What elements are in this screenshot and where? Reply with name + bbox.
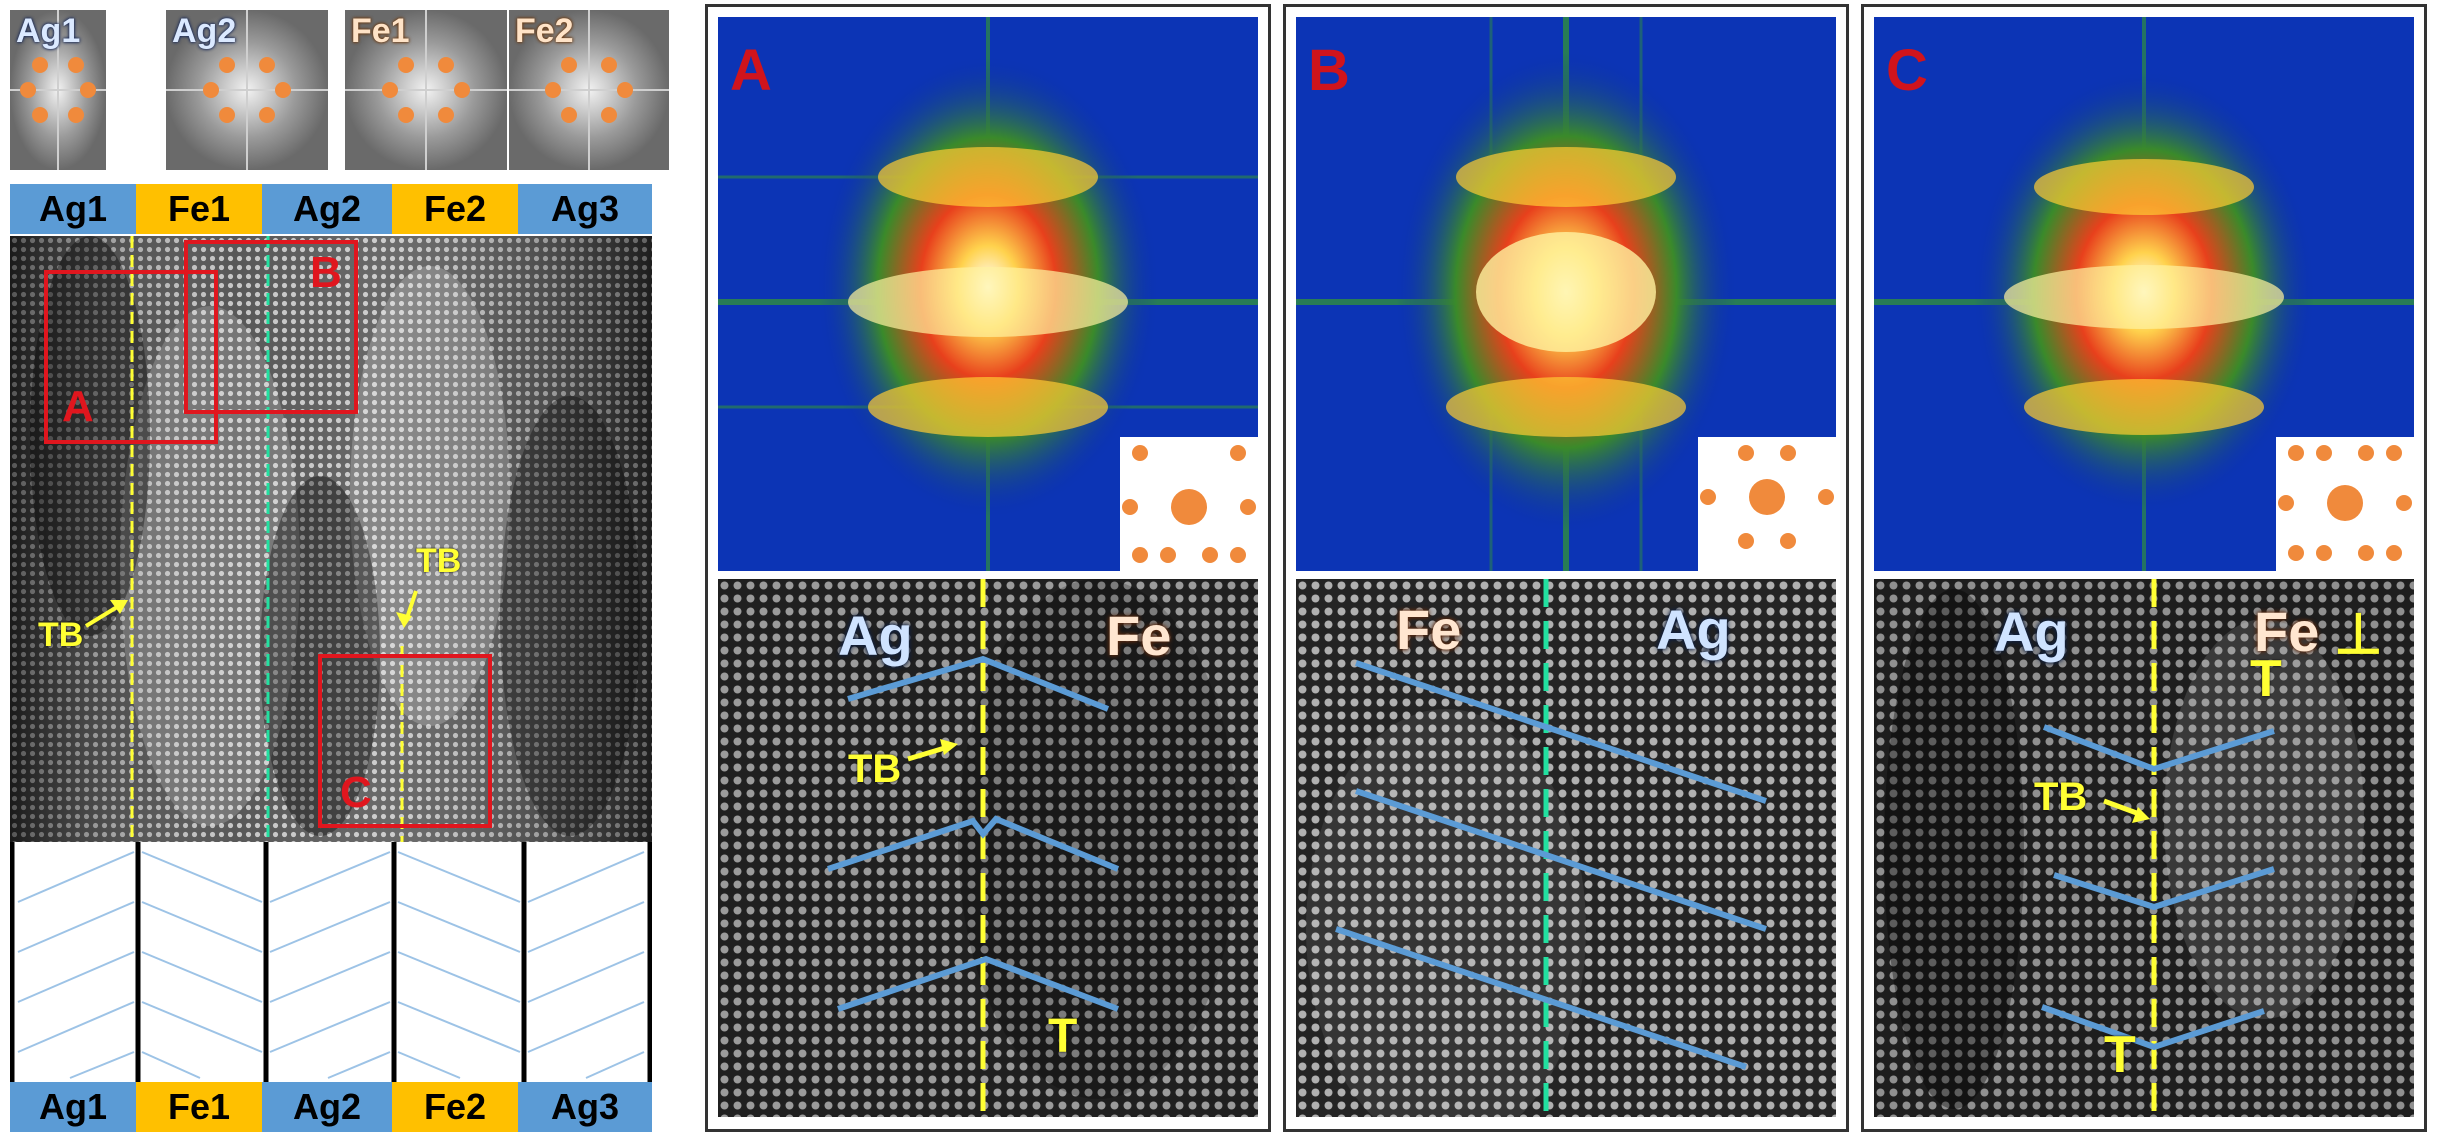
overview-tb-label-left: TB bbox=[38, 616, 84, 654]
layer-cell-ag1: Ag1 bbox=[10, 184, 136, 234]
layer-cell-fe1: Fe1 bbox=[136, 184, 262, 234]
fft-label: Ag1 bbox=[16, 12, 81, 50]
diffraction-inset-c bbox=[2276, 437, 2414, 571]
panel-b: B Fe Ag bbox=[1283, 4, 1849, 1132]
layer-cell-fe2: Fe2 bbox=[392, 1082, 518, 1132]
fft-pattern-icon bbox=[10, 10, 106, 170]
hrtem-image-b: Fe Ag bbox=[1296, 579, 1836, 1117]
fft-thumbnail-fe1: Fe1 bbox=[345, 10, 507, 170]
tb-label: TB bbox=[2034, 775, 2088, 819]
fringe-schematic bbox=[9, 842, 653, 1082]
diffraction-inset-b bbox=[1698, 437, 1836, 571]
tb-label: TB bbox=[848, 747, 902, 791]
overview-micrograph bbox=[10, 236, 652, 842]
overview-box-a-label: A bbox=[62, 382, 94, 431]
diffraction-spots-icon bbox=[1122, 445, 1256, 563]
diffraction-spots-icon bbox=[2278, 445, 2412, 561]
fft-color-map-c: C bbox=[1874, 17, 2414, 571]
fft-color-map bbox=[718, 17, 1258, 571]
fft-thumbnail-fe2: Fe2 bbox=[509, 10, 669, 170]
panel-c: C Ag Fe ⊥ TB T T bbox=[1861, 4, 2427, 1132]
layer-label-right: Fe bbox=[1106, 604, 1172, 667]
dislocation-symbol-top: T bbox=[2250, 650, 2282, 708]
diffraction-spots-icon bbox=[1700, 445, 1834, 549]
layer-bar-bottom: Ag1 Fe1 Ag2 Fe2 Ag3 bbox=[10, 1082, 652, 1132]
layer-cell-ag3: Ag3 bbox=[518, 1082, 652, 1132]
dislocation-symbol: T bbox=[1048, 1010, 1078, 1063]
dislocation-symbol-bottom: T bbox=[2104, 1026, 2136, 1084]
fft-color-map bbox=[1296, 17, 1836, 571]
overview-box-c-label: C bbox=[340, 768, 372, 817]
layer-cell-ag2: Ag2 bbox=[262, 1082, 392, 1132]
fft-label: Fe2 bbox=[515, 12, 574, 50]
overview-hrtem-image: A B C TB TB bbox=[10, 236, 652, 842]
layer-cell-ag2: Ag2 bbox=[262, 184, 392, 234]
schematic-lines bbox=[9, 842, 653, 1082]
hrtem-lattice bbox=[1296, 579, 1836, 1117]
panel-letter-a: A bbox=[730, 38, 772, 103]
fft-color-map-b: B bbox=[1296, 17, 1836, 571]
layer-cell-fe2: Fe2 bbox=[392, 184, 518, 234]
layer-cell-ag1: Ag1 bbox=[10, 1082, 136, 1132]
hrtem-image-c: Ag Fe ⊥ TB T T bbox=[1874, 579, 2414, 1117]
layer-label-left: Ag bbox=[838, 604, 913, 667]
layer-label-left: Fe bbox=[1396, 598, 1462, 661]
layer-bar-top: Ag1 Fe1 Ag2 Fe2 Ag3 bbox=[10, 184, 652, 234]
panel-letter-c: C bbox=[1886, 38, 1928, 103]
fft-thumbnail-ag1: Ag1 bbox=[10, 10, 106, 170]
fft-thumbnail-ag2: Ag2 bbox=[166, 10, 328, 170]
panel-letter-b: B bbox=[1308, 38, 1350, 103]
fft-pattern-icon bbox=[345, 10, 507, 170]
hrtem-lattice bbox=[718, 579, 1258, 1117]
diffraction-inset-a bbox=[1120, 437, 1258, 571]
layer-cell-fe1: Fe1 bbox=[136, 1082, 262, 1132]
layer-cell-ag3: Ag3 bbox=[518, 184, 652, 234]
fft-label: Fe1 bbox=[351, 12, 410, 50]
layer-label-right: Ag bbox=[1656, 598, 1731, 661]
overview-tb-label-right: TB bbox=[416, 542, 462, 580]
layer-label-right: Fe bbox=[2254, 600, 2320, 663]
fft-pattern-icon bbox=[509, 10, 669, 170]
fft-label: Ag2 bbox=[172, 12, 237, 50]
fft-color-map-a: A bbox=[718, 17, 1258, 571]
hrtem-image-a: Ag Fe TB T bbox=[718, 579, 1258, 1117]
panel-a: A Ag Fe TB T bbox=[705, 4, 1271, 1132]
overview-box-b-label: B bbox=[310, 248, 342, 297]
dislocation-symbol-corner: ⊥ bbox=[2334, 602, 2383, 665]
layer-label-left: Ag bbox=[1994, 600, 2069, 663]
hrtem-lattice bbox=[1874, 579, 2414, 1117]
fft-pattern-icon bbox=[166, 10, 328, 170]
